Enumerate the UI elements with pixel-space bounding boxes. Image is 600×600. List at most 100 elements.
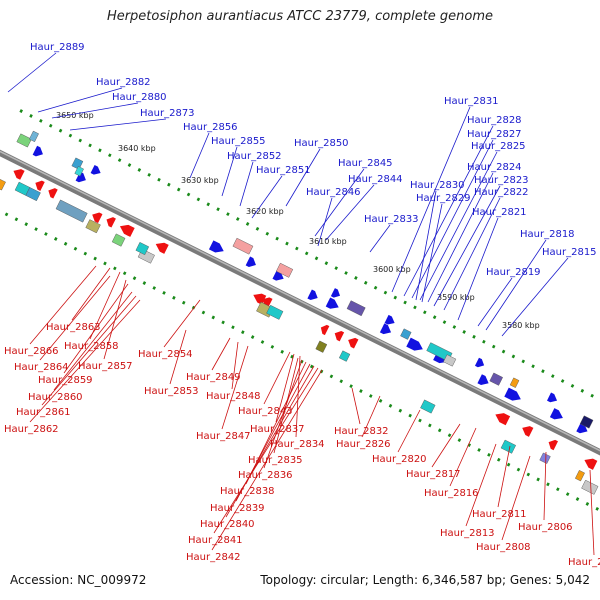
forward-gene-label: Haur_2889 [30,42,85,53]
reverse-gene [584,458,598,470]
position-tick-label: 3610 kbp [309,237,347,246]
reverse-gene-label: Haur_2835 [248,455,303,466]
tick-dot [585,502,590,506]
reverse-gene-shape [13,169,25,180]
reverse-gene [348,337,359,349]
forward-label-leader [7,52,57,93]
reverse-label-leader [449,427,477,487]
reverse-label-leader [589,469,595,556]
tick-dot [152,286,157,290]
forward-gene [32,145,43,157]
feature-block-shape [574,470,585,482]
reverse-gene-shape [155,242,169,254]
tick-dot [216,207,220,212]
tick-dot [437,428,442,433]
forward-gene-label: Haur_2830 [410,180,465,191]
tick-dot [162,291,166,295]
reverse-gene-label: Haur_2806 [518,522,573,533]
forward-gene-label: Haur_2852 [227,151,282,162]
feature-block-shape [400,328,412,340]
map-title: Herpetosiphon aurantiacus ATCC 23779, co… [106,9,494,24]
feature-block [85,219,101,234]
tick-dot [403,300,407,305]
feature-block-shape [338,350,351,362]
tick-dot [34,227,38,231]
tick-dot [388,403,393,408]
tick-dot [521,359,526,364]
reverse-gene-label: Haur_2820 [372,454,427,465]
tick-dot [58,128,63,133]
tick-dot [369,394,373,398]
forward-gene-shape [549,408,563,420]
tick-dot [309,364,314,369]
forward-gene-label: Haur_2856 [183,122,238,133]
tick-dot [221,320,225,325]
tick-dot [172,295,176,300]
tick-dot [285,241,289,246]
reverse-gene [320,324,330,336]
tick-dot [29,114,33,118]
forward-gene [549,408,563,420]
forward-gene [547,392,558,403]
forward-gene-label: Haur_2855 [211,136,266,147]
forward-gene [75,171,86,183]
reverse-label-leader [29,265,97,345]
reverse-label-leader [169,329,187,385]
tick-dot [255,226,260,231]
reverse-label-leader [275,353,295,423]
tick-dot [590,393,594,398]
tick-dot [280,349,284,354]
feature-block [135,242,150,256]
forward-gene-label: Haur_2825 [471,141,526,152]
feature-block-shape [276,262,294,278]
reverse-label-leader [29,299,141,423]
reverse-label-leader [39,275,111,361]
forward-label-leader [427,172,494,303]
tick-dot [324,261,329,266]
forward-gene-label: Haur_2829 [416,193,471,204]
forward-label-leader [421,203,443,303]
feature-block-shape [500,439,517,454]
tick-dot [201,310,206,315]
forward-gene-label: Haur_2833 [364,214,419,225]
tick-dot [408,413,412,418]
forward-label-leader [285,148,321,207]
tick-dot [570,384,575,388]
reverse-gene-label: Haur_2801 [568,557,600,568]
reverse-gene-shape [253,293,267,305]
tick-dot [250,335,255,339]
forward-gene [474,357,485,368]
feature-block [111,233,126,247]
forward-gene [330,288,341,298]
forward-gene [208,240,224,253]
forward-gene-shape [384,314,395,325]
forward-gene-shape [504,387,521,401]
forward-label-leader [37,87,123,113]
forward-gene [384,314,395,325]
feature-block [232,237,254,255]
reverse-label-leader [431,423,461,468]
forward-label-leader [251,175,283,219]
feature-block [509,377,520,388]
reverse-label-leader [465,443,497,527]
forward-gene-label: Haur_2824 [467,162,522,173]
forward-gene [406,337,423,351]
tick-dot [413,305,417,310]
forward-label-leader [403,125,494,297]
reverse-gene-label: Haur_2843 [238,406,293,417]
reverse-gene-label: Haur_2860 [28,392,83,403]
forward-label-leader [419,151,498,301]
feature-block-shape [232,237,254,255]
tick-dot [398,408,403,413]
reverse-gene-label: Haur_2847 [196,431,251,442]
reverse-gene [119,224,135,237]
forward-gene-label: Haur_2844 [348,174,403,185]
feature-block-shape [346,300,366,317]
reverse-gene-label: Haur_2859 [38,375,93,386]
forward-label-leader [239,161,254,207]
reverse-gene-label: Haur_2848 [206,391,261,402]
forward-gene-label: Haur_2845 [338,158,393,169]
tick-dot [432,315,437,320]
forward-gene-label: Haur_2846 [306,187,361,198]
feature-block [338,350,351,362]
